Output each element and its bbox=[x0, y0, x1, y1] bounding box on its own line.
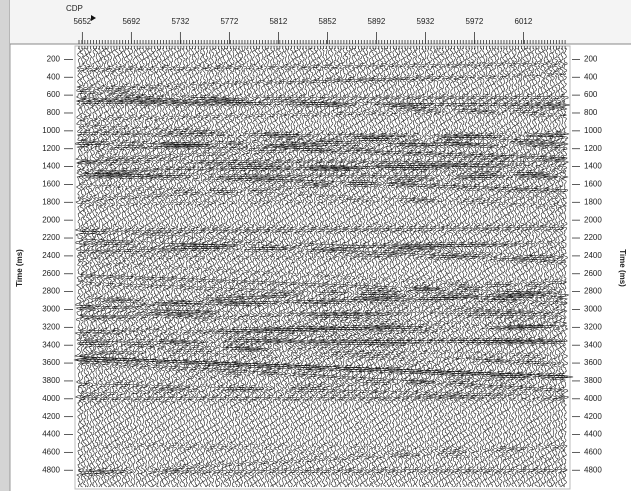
x-tick-label: 5812 bbox=[269, 17, 287, 26]
y-tick-label-right: 400 bbox=[584, 72, 598, 81]
y-axis-label: Time (ms) bbox=[15, 249, 24, 287]
y-tick-label: 3800 bbox=[42, 376, 60, 385]
x-tick-label: 5652 bbox=[73, 17, 91, 26]
y-tick-label-right: 3600 bbox=[584, 358, 602, 367]
x-axis-label: CDP bbox=[66, 4, 83, 13]
y-tick-label-right: 1200 bbox=[584, 144, 602, 153]
y-tick-label-right: 2600 bbox=[584, 269, 602, 278]
y-tick-label: 3000 bbox=[42, 305, 60, 314]
y-tick-label-right: 1600 bbox=[584, 180, 602, 189]
x-tick-label: 5732 bbox=[171, 17, 189, 26]
y-tick-label-right: 4200 bbox=[584, 412, 602, 421]
y-tick-label: 4400 bbox=[42, 430, 60, 439]
y-tick-label: 2200 bbox=[42, 233, 60, 242]
y-tick-label: 400 bbox=[47, 72, 61, 81]
y-tick-label-right: 1000 bbox=[584, 126, 602, 135]
y-tick-label-right: 1400 bbox=[584, 162, 602, 171]
y-tick-label: 1200 bbox=[42, 144, 60, 153]
left-frame bbox=[0, 0, 10, 491]
chart: CDP Time (ms) Time (ms) 5652 5692 5732 5772… bbox=[0, 0, 631, 491]
page: CDP Time (ms) Time (ms) 5652 5692 5732 5772… bbox=[0, 0, 631, 491]
y-axis-label-right: Time (ms) bbox=[618, 249, 627, 287]
y-tick-label-right: 3200 bbox=[584, 322, 602, 331]
y-tick-label: 1600 bbox=[42, 180, 60, 189]
y-tick-label-right: 4600 bbox=[584, 447, 602, 456]
y-tick-label-right: 2800 bbox=[584, 287, 602, 296]
y-tick-label: 2600 bbox=[42, 269, 60, 278]
y-tick-label: 3400 bbox=[42, 340, 60, 349]
y-tick-label: 1400 bbox=[42, 162, 60, 171]
y-tick-label: 800 bbox=[47, 108, 61, 117]
x-tick-label: 5932 bbox=[417, 17, 435, 26]
y-tick-label-right: 600 bbox=[584, 90, 598, 99]
y-tick-label: 3600 bbox=[42, 358, 60, 367]
y-tick-label: 1800 bbox=[42, 197, 60, 206]
y-tick-label: 3200 bbox=[42, 322, 60, 331]
y-tick-label-right: 4000 bbox=[584, 394, 602, 403]
y-tick-label-right: 800 bbox=[584, 108, 598, 117]
x-tick-label: 5692 bbox=[122, 17, 140, 26]
y-tick-label-right: 1800 bbox=[584, 197, 602, 206]
y-tick-label: 4800 bbox=[42, 465, 60, 474]
y-tick-label: 2800 bbox=[42, 287, 60, 296]
y-tick-label: 200 bbox=[47, 55, 61, 64]
y-tick-label-right: 3400 bbox=[584, 340, 602, 349]
y-tick-label-right: 200 bbox=[584, 55, 598, 64]
y-tick-label: 4200 bbox=[42, 412, 60, 421]
y-tick-label-right: 2000 bbox=[584, 215, 602, 224]
y-tick-label-right: 4400 bbox=[584, 430, 602, 439]
y-tick-label: 600 bbox=[47, 90, 61, 99]
y-tick-label: 2400 bbox=[42, 251, 60, 260]
y-tick-label: 1000 bbox=[42, 126, 60, 135]
y-tick-label-right: 2400 bbox=[584, 251, 602, 260]
x-tick-label: 5892 bbox=[368, 17, 386, 26]
x-tick-label: 5852 bbox=[319, 17, 337, 26]
y-tick-label-right: 3800 bbox=[584, 376, 602, 385]
y-tick-label: 4600 bbox=[42, 447, 60, 456]
y-tick-label-right: 4800 bbox=[584, 465, 602, 474]
x-tick-label: 5772 bbox=[220, 17, 238, 26]
y-tick-label: 2000 bbox=[42, 215, 60, 224]
y-tick-label-right: 2200 bbox=[584, 233, 602, 242]
x-tick-label: 6012 bbox=[515, 17, 533, 26]
x-tick-label: 5972 bbox=[466, 17, 484, 26]
y-tick-label: 4000 bbox=[42, 394, 60, 403]
y-tick-label-right: 3000 bbox=[584, 305, 602, 314]
